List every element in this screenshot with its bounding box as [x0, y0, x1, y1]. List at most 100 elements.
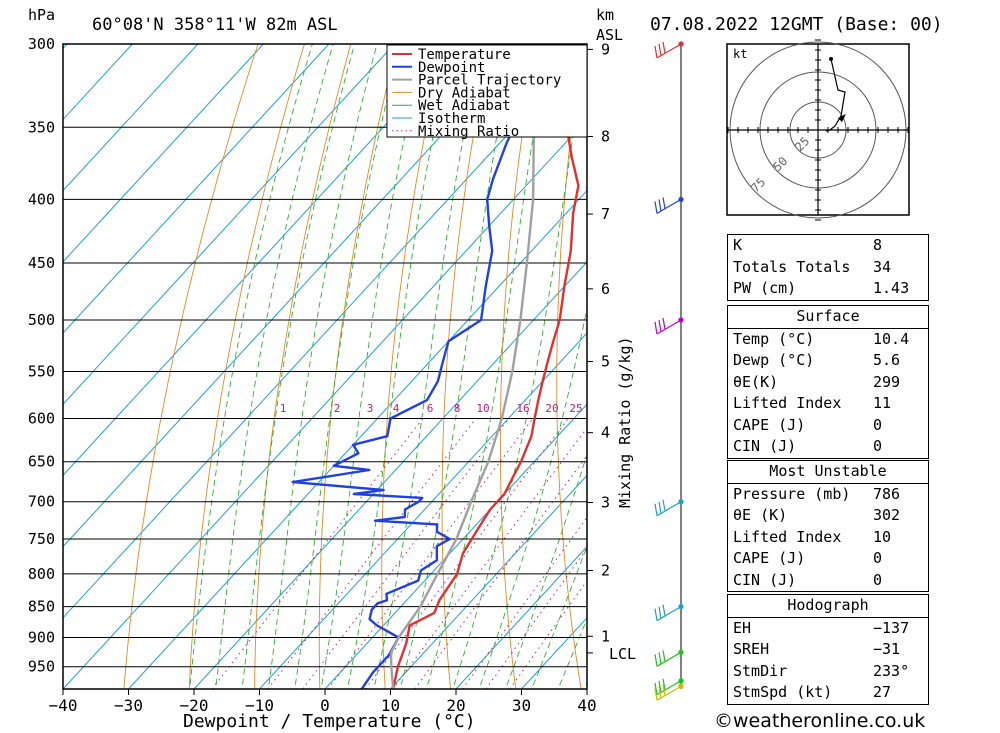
mixing-ratio-line	[461, 516, 587, 689]
mixing-ratio-labels: 1 2 3 4 6 8 10 16 20 25	[280, 402, 583, 415]
surface-row: CAPE (J) 0	[728, 415, 928, 437]
pressure-tick-label: 350	[28, 118, 55, 136]
dry-adiabat-line	[499, 44, 537, 689]
most-unstable-value: 0	[873, 570, 883, 589]
hodograph-rows: EH −137 SREH −31 StmDir 233° StmSpd (kt) 27	[728, 616, 928, 704]
dry-adiabat-line	[664, 44, 711, 689]
sounding-series	[291, 44, 580, 689]
hodograph-stat-row: EH −137	[728, 616, 928, 640]
surface-row: θE(K) 299	[728, 372, 928, 394]
legend-entry: Wet Adiabat	[418, 98, 511, 114]
hodograph-stat-value: 27	[873, 683, 892, 701]
most-unstable-value: 786	[873, 484, 901, 503]
pressure-tick-label: 950	[28, 658, 55, 676]
k-index-label: K	[733, 236, 743, 254]
km-tick-label: 3	[601, 494, 610, 512]
km-tick-label: 2	[601, 561, 610, 579]
km-tick-label: 6	[601, 280, 610, 298]
mixing-ratio-label: 2	[334, 402, 341, 415]
wind-barb-flag	[662, 499, 666, 511]
pressure-tick-label: 700	[28, 493, 55, 511]
surface-row: CIN (J) 0	[728, 436, 928, 458]
most-unstable-label: Lifted Index	[733, 527, 842, 546]
wet-adiabat-line	[189, 44, 313, 689]
wind-barb	[654, 650, 682, 667]
wind-barb-flag	[662, 684, 666, 696]
surface-label: CIN (J)	[733, 437, 797, 455]
wind-barb-flag	[654, 503, 658, 516]
surface-panel: Surface Temp (°C) 10.4 Dewp (°C) 5.6 θE(K) 29…	[727, 305, 929, 459]
pw-value: 1.43	[873, 279, 910, 297]
hodograph-stat-value: 233°	[873, 661, 910, 680]
surface-row: Dewp (°C) 5.6	[728, 350, 928, 372]
km-tick-label: 9	[601, 40, 610, 58]
surface-label: CAPE (J)	[733, 415, 806, 434]
wind-barb	[654, 41, 682, 59]
most-unstable-row: CAPE (J) 0	[728, 548, 928, 570]
most-unstable-row: Pressure (mb) 786	[728, 482, 928, 506]
asl-label: ASL	[596, 26, 623, 44]
wind-barb	[654, 678, 682, 696]
km-label: km	[596, 6, 614, 24]
mixing-ratio-label: 10	[476, 402, 489, 415]
x-axis-ticks: −40 −30 −20 −10 0 10 20 30 40	[49, 689, 597, 715]
wind-barb	[654, 684, 682, 701]
isotherm-line	[63, 44, 526, 548]
mixing-ratio-label: 8	[454, 402, 461, 415]
dewpoint-line	[291, 44, 527, 689]
wind-barb-flag	[662, 41, 666, 54]
dry-adiabat-line	[954, 44, 1000, 689]
pressure-tick-label: 600	[28, 409, 55, 427]
pressure-tick-label: 400	[28, 190, 55, 208]
isotherm-line	[63, 44, 199, 192]
km-tick-label: 8	[601, 127, 610, 145]
x-tick-label: −20	[180, 696, 209, 715]
most-unstable-value: 302	[873, 506, 901, 524]
hodograph-point	[829, 57, 833, 61]
pressure-tick-label: 550	[28, 362, 55, 380]
wind-barb	[654, 197, 682, 214]
wind-barb-flag	[662, 650, 666, 662]
hodograph-stat-label: SREH	[733, 640, 770, 658]
most-unstable-label: θE (K)	[733, 506, 788, 524]
surface-value: 10.4	[873, 329, 910, 348]
y-axis-labels: 300 350 400 450 500 550 600 650 700 750 800 850 900 9…	[28, 35, 55, 676]
mixing-ratio-label: 25	[569, 402, 582, 415]
hodograph-stat-value: −137	[873, 618, 910, 637]
hodograph-panel: Hodograph EH −137 SREH −31 StmDir 233° StmSpd …	[727, 594, 929, 705]
pressure-tick-label: 900	[28, 629, 55, 647]
pressure-tick-label: 500	[28, 311, 55, 329]
wind-barb-flag	[658, 686, 662, 699]
wet-adiabat-line	[504, 452, 587, 689]
surface-value: 5.6	[873, 351, 901, 369]
surface-rows: Temp (°C) 10.4 Dewp (°C) 5.6 θE(K) 299 Lifted …	[728, 327, 928, 458]
mixing-ratio-label: 20	[545, 402, 558, 415]
dry-adiabat-line	[188, 44, 305, 689]
hodograph-title: Hodograph	[787, 596, 869, 614]
most-unstable-row: Lifted Index 10	[728, 527, 928, 549]
mixing-ratio-label: 4	[393, 402, 400, 415]
pressure-tick-label: 300	[28, 35, 55, 53]
location-title: 60°08'N 358°11'W 82m ASL	[92, 15, 338, 35]
x-tick-label: 10	[381, 696, 400, 715]
pressure-tick-label: 850	[28, 598, 55, 616]
isotherm-line	[63, 44, 133, 121]
wind-barb-flag	[662, 197, 666, 209]
km-tick-label: 1	[601, 627, 610, 645]
wind-barb-flag	[658, 501, 662, 514]
dry-adiabat-line	[441, 44, 491, 689]
wind-barb-flag	[658, 199, 662, 212]
most-unstable-row: θE (K) 302	[728, 505, 928, 527]
wind-barb-flag	[658, 652, 662, 665]
most-unstable-label: Pressure (mb)	[733, 484, 851, 503]
dry-adiabat-line	[123, 44, 259, 689]
hodograph-stat-row: SREH −31	[728, 639, 928, 661]
wind-barb-flag	[658, 606, 662, 619]
wind-barb-flag	[662, 604, 666, 616]
hodograph-stat-value: −31	[873, 640, 901, 658]
wind-barb-flag	[662, 678, 666, 690]
wet-adiabat-line	[294, 44, 402, 689]
x-tick-label: 20	[446, 696, 465, 715]
